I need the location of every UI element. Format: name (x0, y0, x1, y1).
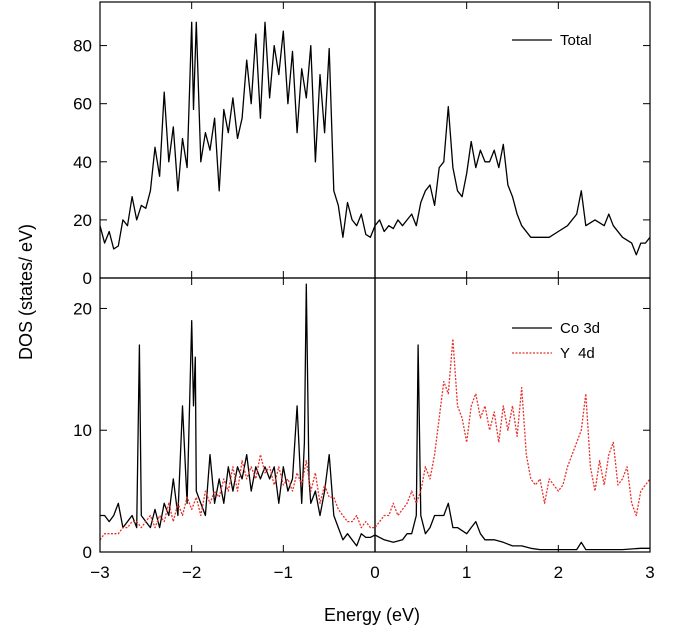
x-tick-label: 3 (645, 563, 654, 582)
projected-dos-panel: 0 10 20 −3 −2 −1 0 1 2 3 Co 3d Y 4d (73, 277, 655, 582)
y-tick-label: 40 (73, 153, 92, 172)
y-tick-label: 20 (73, 299, 92, 318)
x-axis-title: Energy (eV) (324, 605, 420, 625)
x-tick-label: 0 (370, 563, 379, 582)
y-tick-label: 10 (73, 421, 92, 440)
bottom-legend: Co 3d Y 4d (512, 320, 600, 362)
legend-label: Y 4d (560, 345, 595, 362)
series-line-total (100, 21, 650, 256)
x-tick-label: −1 (274, 563, 293, 582)
legend-label: Total (560, 32, 592, 49)
y-tick-label: 0 (83, 269, 92, 288)
bottom-panel-frame (99, 277, 651, 553)
y-tick-label: 20 (73, 211, 92, 230)
x-tick-label: 1 (462, 563, 471, 582)
series-line-co-3d (100, 283, 650, 551)
x-tick-label: 2 (554, 563, 563, 582)
y-axis-title: DOS (states/ eV) (16, 224, 36, 360)
y-tick-label: 80 (73, 37, 92, 56)
x-tick-label: −3 (90, 563, 109, 582)
total-dos-panel: 0 20 40 60 80 Total (73, 1, 651, 288)
y-tick-label: 60 (73, 95, 92, 114)
series-line-y-4d (100, 338, 650, 541)
top-legend: Total (512, 32, 592, 49)
x-tick-label: −2 (182, 563, 201, 582)
top-panel-ticks: 0 20 40 60 80 (73, 2, 651, 288)
y-tick-label: 0 (83, 543, 92, 562)
bottom-panel-ticks: 0 10 20 −3 −2 −1 0 1 2 3 (73, 278, 655, 582)
legend-label: Co 3d (560, 320, 600, 337)
